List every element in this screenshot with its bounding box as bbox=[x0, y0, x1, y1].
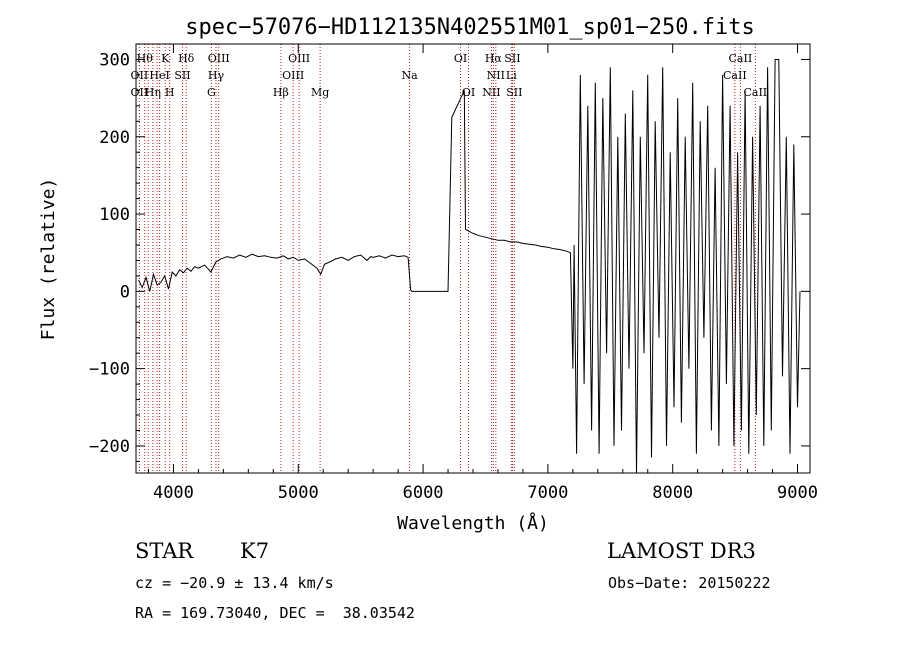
x-tick-label-4: 8000 bbox=[652, 483, 693, 503]
line-label-1-2: SII bbox=[174, 69, 190, 82]
y-tick-label-5: −200 bbox=[89, 437, 130, 457]
y-tick-label-0: 300 bbox=[99, 50, 130, 70]
chart-title: spec−57076−HD112135N402551M01_sp01−250.f… bbox=[185, 15, 755, 40]
y-tick-label-3: 0 bbox=[120, 282, 130, 302]
x-axis-label: Wavelength (Å) bbox=[397, 512, 549, 534]
line-label-2-2: H bbox=[165, 86, 175, 99]
y-axis: 300 200 100 0 −100 −200 bbox=[89, 43, 810, 462]
line-label-2-9: CaII bbox=[743, 86, 767, 99]
line-label-0-6: Hα bbox=[485, 52, 503, 65]
y-axis-label: Flux (relative) bbox=[38, 178, 59, 341]
x-tick-label-3: 7000 bbox=[527, 483, 568, 503]
y-tick-label-2: 100 bbox=[99, 205, 130, 225]
line-label-2-1: Hη bbox=[145, 86, 161, 99]
line-label-1-7: Li bbox=[506, 69, 517, 82]
redshift-velocity: cz = −20.9 ± 13.4 km/s bbox=[135, 574, 334, 592]
y-tick-label-1: 200 bbox=[99, 128, 130, 148]
line-label-1-4: OIII bbox=[282, 69, 304, 82]
x-tick-label-1: 5000 bbox=[278, 483, 319, 503]
line-label-0-3: OIII bbox=[208, 52, 230, 65]
line-label-1-0: OII bbox=[131, 69, 149, 82]
line-label-0-5: OI bbox=[454, 52, 467, 65]
plot-frame bbox=[135, 43, 811, 474]
line-label-2-7: NII bbox=[482, 86, 500, 99]
line-label-0-2: Hδ bbox=[178, 52, 195, 65]
y-tick-label-4: −100 bbox=[89, 360, 130, 380]
x-axis: 4000 5000 6000 7000 8000 9000 bbox=[147, 44, 818, 503]
line-label-1-6: NII bbox=[487, 69, 505, 82]
x-tick-label-5: 9000 bbox=[777, 483, 818, 503]
x-tick-label-0: 4000 bbox=[153, 483, 194, 503]
line-label-0-8: CaII bbox=[729, 52, 753, 65]
line-label-1-3: Hγ bbox=[208, 69, 225, 82]
line-label-1-5: Na bbox=[402, 69, 419, 82]
survey-name: LAMOST DR3 bbox=[607, 539, 756, 563]
line-label-0-0: Hθ bbox=[137, 52, 154, 65]
coordinates: RA = 169.73040, DEC = 38.03542 bbox=[135, 604, 415, 622]
object-class: STAR bbox=[135, 539, 194, 563]
x-tick-label-2: 6000 bbox=[403, 483, 444, 503]
line-label-2-3: G bbox=[207, 86, 216, 99]
line-label-1-8: CaII bbox=[723, 69, 747, 82]
line-label-0-7: SII bbox=[504, 52, 520, 65]
line-label-1-1: HeI bbox=[149, 69, 169, 82]
spectrum-series-line bbox=[138, 59, 801, 474]
line-label-2-6: OI bbox=[462, 86, 475, 99]
object-subclass: K7 bbox=[240, 539, 270, 563]
line-label-2-5: Mg bbox=[311, 86, 329, 99]
observation-date: Obs−Date: 20150222 bbox=[608, 574, 771, 592]
line-label-0-1: K bbox=[161, 52, 170, 65]
line-label-2-0: OII bbox=[131, 86, 149, 99]
line-label-2-8: SII bbox=[506, 86, 522, 99]
line-label-0-4: OIII bbox=[288, 52, 310, 65]
line-label-2-4: Hβ bbox=[273, 86, 289, 99]
emission-line-markers bbox=[138, 44, 756, 473]
